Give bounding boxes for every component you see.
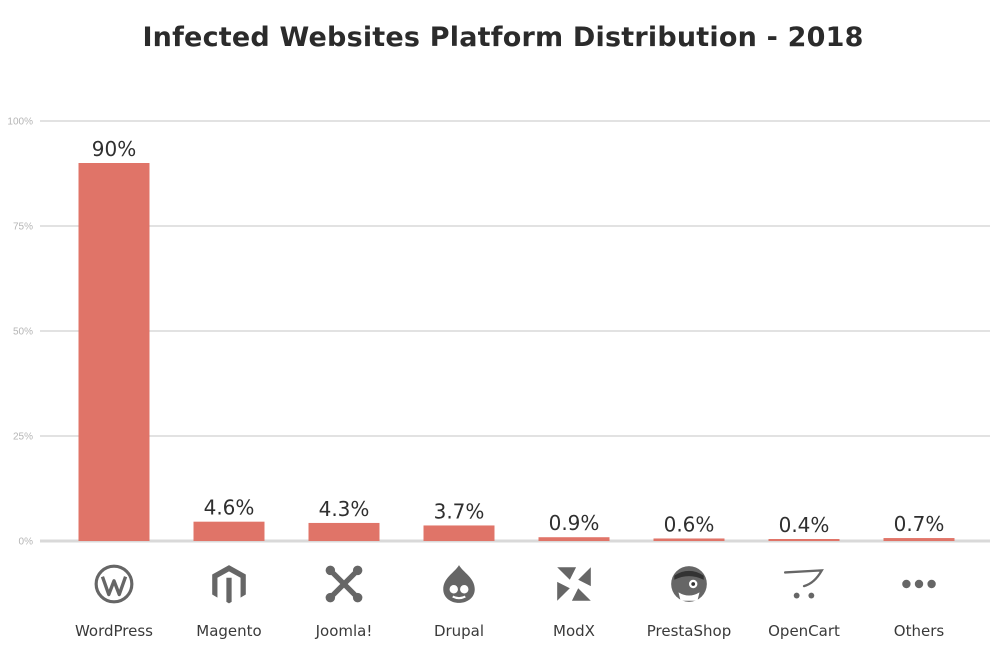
category-label: Joomla! [315,622,373,640]
y-tick-label: 0% [19,537,34,548]
category-label: Drupal [434,622,484,640]
category-label: ModX [553,622,595,640]
wordpress-icon [94,564,134,604]
category-label: WordPress [75,622,153,640]
joomla-icon [326,566,363,603]
category-label: Others [894,622,945,640]
y-tick-label: 75% [13,222,33,233]
bar [78,163,150,541]
bar [653,538,725,541]
bar-group: 90% WordPress [75,137,153,640]
y-tick-label: 100% [7,117,33,128]
bar-group: 0.6% PrestaShop [647,512,731,640]
modx-icon [557,567,591,601]
bar [308,522,380,541]
prestashop-icon [671,566,707,602]
bar [768,539,840,541]
magento-icon [212,565,246,604]
y-tick-label: 25% [13,432,33,443]
bar-value-label: 4.3% [319,497,370,521]
bar [423,525,495,541]
bar-group: 0.7% Others [883,512,955,640]
bar-value-label: 4.6% [204,496,255,520]
bar-group: 4.3% Joomla! [308,497,380,640]
opencart-icon [783,569,824,600]
bar-value-label: 3.7% [434,499,485,523]
bar [538,537,610,541]
bar-group: 4.6% Magento [193,496,265,640]
bar-value-label: 0.6% [664,512,715,536]
bar-value-label: 0.9% [549,511,600,535]
y-tick-label: 50% [13,327,33,338]
bar [883,538,955,541]
category-label: PrestaShop [647,622,731,640]
chart-title: Infected Websites Platform Distribution … [142,22,864,53]
bar-group: 0.4% OpenCart [768,513,840,640]
category-label: OpenCart [768,622,840,640]
more-dots-icon [902,579,936,589]
drupal-icon [442,564,476,604]
bar-value-label: 0.7% [894,512,945,536]
bar-value-label: 90% [92,137,136,161]
bar-group: 0.9% ModX [538,511,610,640]
bar-group: 3.7% Drupal [423,499,495,640]
bar-value-label: 0.4% [779,513,830,537]
bar [193,521,265,541]
category-label: Magento [196,622,261,640]
